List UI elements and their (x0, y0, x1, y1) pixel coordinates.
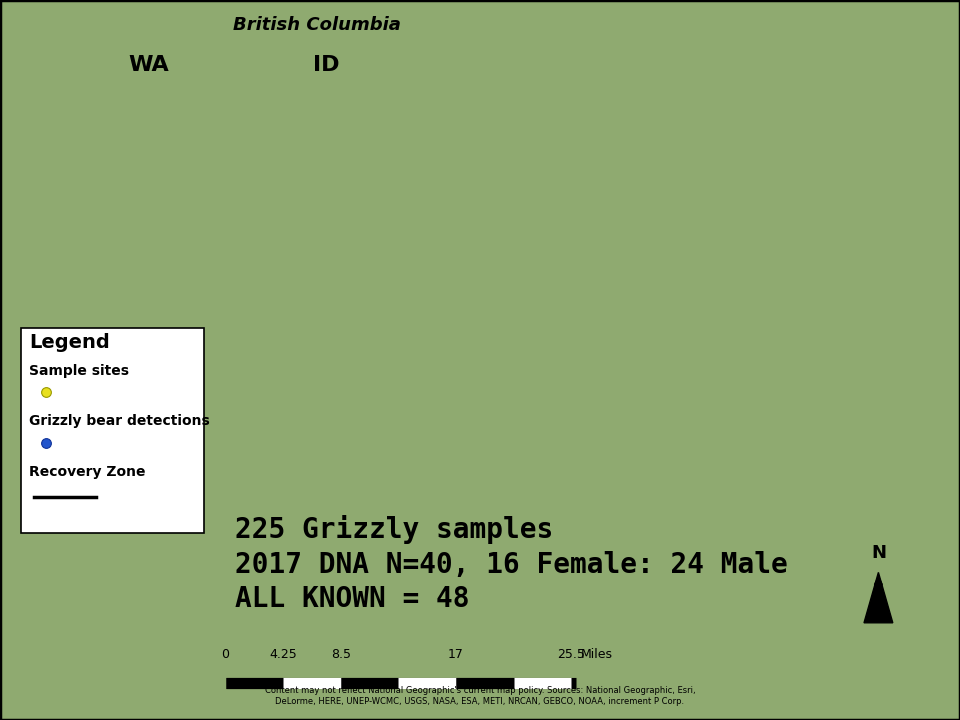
Polygon shape (864, 572, 893, 623)
Text: 2017 DNA N=40, 16 Female: 24 Male: 2017 DNA N=40, 16 Female: 24 Male (235, 552, 788, 579)
Text: Content may not reflect National Geographic's current map policy. Sources: Natio: Content may not reflect National Geograp… (265, 686, 695, 706)
Text: Miles: Miles (581, 648, 612, 661)
Text: Grizzly bear detections: Grizzly bear detections (29, 414, 209, 428)
Text: Legend: Legend (29, 333, 109, 351)
Text: Sample sites: Sample sites (29, 364, 129, 378)
Text: 17: 17 (448, 648, 464, 661)
Text: British Columbia: British Columbia (233, 17, 400, 35)
Text: ID: ID (313, 55, 340, 75)
Text: WA: WA (129, 55, 169, 75)
Text: 225 Grizzly samples: 225 Grizzly samples (235, 515, 554, 544)
Bar (21, 328, 204, 533)
Text: 8.5: 8.5 (331, 648, 350, 661)
Text: 4.25: 4.25 (270, 648, 297, 661)
Text: 25.5: 25.5 (557, 648, 586, 661)
Text: Recovery Zone: Recovery Zone (29, 464, 145, 479)
Text: N: N (871, 544, 886, 562)
Text: ALL KNOWN = 48: ALL KNOWN = 48 (235, 585, 469, 613)
Text: 0: 0 (222, 648, 229, 661)
